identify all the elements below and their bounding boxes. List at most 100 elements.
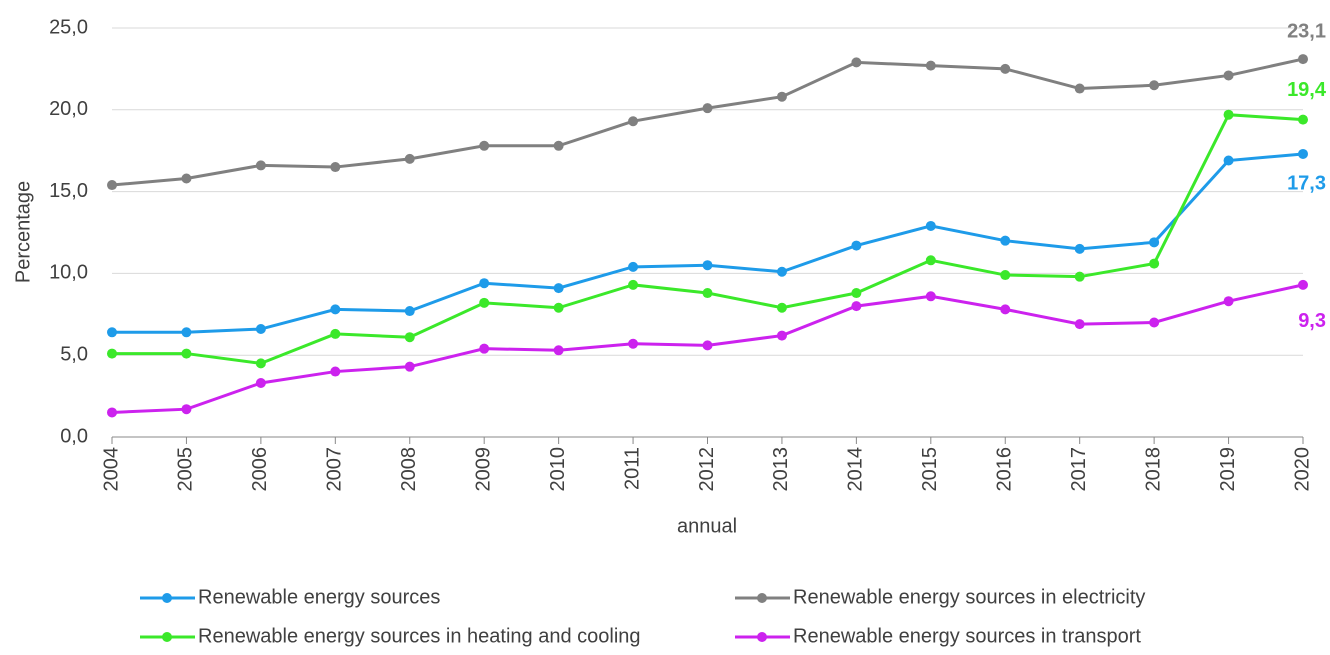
value-label: 9,3	[1298, 310, 1326, 332]
data-point	[776, 330, 787, 341]
data-point	[255, 378, 266, 389]
y-tick-label: 5,0	[60, 343, 88, 365]
data-point	[255, 160, 266, 171]
value-label: 19,4	[1287, 79, 1327, 101]
x-tick-label: 2018	[1142, 447, 1164, 492]
data-point	[553, 283, 564, 294]
data-point	[479, 343, 490, 354]
data-point	[479, 278, 490, 289]
legend-marker	[757, 632, 767, 642]
value-label: 23,1	[1287, 20, 1326, 42]
x-tick-label: 2007	[324, 447, 346, 492]
x-tick-label: 2011	[621, 447, 643, 490]
data-point	[776, 91, 787, 102]
data-point	[553, 345, 564, 356]
data-point	[181, 348, 192, 359]
data-point	[107, 180, 117, 191]
y-tick-label: 25,0	[49, 16, 88, 38]
data-point	[1074, 83, 1085, 94]
data-point	[181, 404, 192, 415]
data-point	[851, 57, 862, 68]
x-tick-label: 2010	[547, 447, 569, 492]
data-point	[628, 338, 639, 349]
data-point	[628, 261, 639, 272]
legend-label: Renewable energy sources in transport	[793, 625, 1141, 647]
data-point	[702, 103, 713, 114]
data-point	[404, 361, 415, 372]
y-tick-label: 10,0	[49, 262, 88, 284]
data-point	[404, 332, 415, 343]
data-point	[1000, 304, 1011, 315]
y-axis-title: Percentage	[12, 181, 34, 283]
data-point	[479, 297, 490, 308]
data-point	[851, 288, 862, 299]
data-point	[107, 407, 117, 418]
y-tick-label: 15,0	[49, 180, 88, 202]
data-point	[330, 304, 341, 315]
data-point	[776, 302, 787, 313]
data-point	[1223, 109, 1234, 120]
data-point	[1149, 80, 1160, 91]
data-point	[1223, 296, 1234, 307]
data-point	[1298, 54, 1308, 65]
data-point	[1074, 243, 1085, 254]
data-point	[851, 301, 862, 312]
x-tick-label: 2008	[398, 447, 420, 492]
data-point	[1223, 70, 1234, 81]
data-point	[1223, 155, 1234, 166]
data-point	[1074, 319, 1085, 330]
x-tick-label: 2009	[472, 447, 494, 492]
data-point	[702, 288, 713, 299]
data-point	[1149, 237, 1160, 248]
x-tick-label: 2016	[994, 447, 1016, 492]
x-tick-label: 2006	[249, 447, 271, 492]
data-point	[330, 366, 341, 377]
x-tick-label: 2020	[1291, 447, 1313, 492]
data-point	[553, 140, 564, 151]
data-point	[1000, 63, 1011, 74]
x-tick-label: 2004	[100, 447, 122, 492]
data-point	[1149, 258, 1160, 269]
data-point	[107, 348, 117, 359]
x-tick-label: 2014	[845, 447, 867, 492]
y-tick-label: 0,0	[60, 425, 88, 447]
series-line	[112, 113, 1304, 365]
data-point	[1298, 279, 1308, 290]
data-point	[255, 324, 266, 335]
data-point	[776, 266, 787, 277]
data-point	[181, 173, 192, 184]
data-point	[925, 220, 936, 231]
data-point	[702, 340, 713, 351]
x-tick-label: 2012	[696, 447, 718, 492]
data-point	[925, 291, 936, 302]
data-point	[1000, 270, 1011, 281]
legend-label: Renewable energy sources	[198, 586, 440, 608]
data-point	[330, 162, 341, 173]
data-point	[330, 328, 341, 339]
x-tick-label: 2019	[1217, 447, 1239, 492]
data-point	[1149, 317, 1160, 328]
x-tick-label: 2013	[770, 447, 792, 492]
y-tick-label: 20,0	[49, 98, 88, 120]
data-point	[1000, 235, 1011, 246]
data-point	[1074, 271, 1085, 282]
data-point	[553, 302, 564, 313]
legend-label: Renewable energy sources in electricity	[793, 586, 1145, 608]
legend-label: Renewable energy sources in heating and …	[198, 625, 641, 647]
x-tick-label: 2005	[175, 447, 197, 492]
data-point	[925, 60, 936, 71]
x-axis-title: annual	[677, 515, 737, 537]
data-point	[1298, 114, 1308, 125]
series-line	[111, 57, 1304, 187]
data-point	[255, 358, 266, 369]
series-line	[112, 152, 1304, 334]
x-tick-label: 2017	[1068, 447, 1090, 492]
legend-marker	[757, 593, 767, 603]
data-point	[702, 260, 713, 271]
data-point	[404, 153, 415, 164]
data-point	[404, 306, 415, 317]
data-point	[628, 279, 639, 290]
data-point	[479, 140, 490, 151]
data-point	[1298, 148, 1308, 159]
